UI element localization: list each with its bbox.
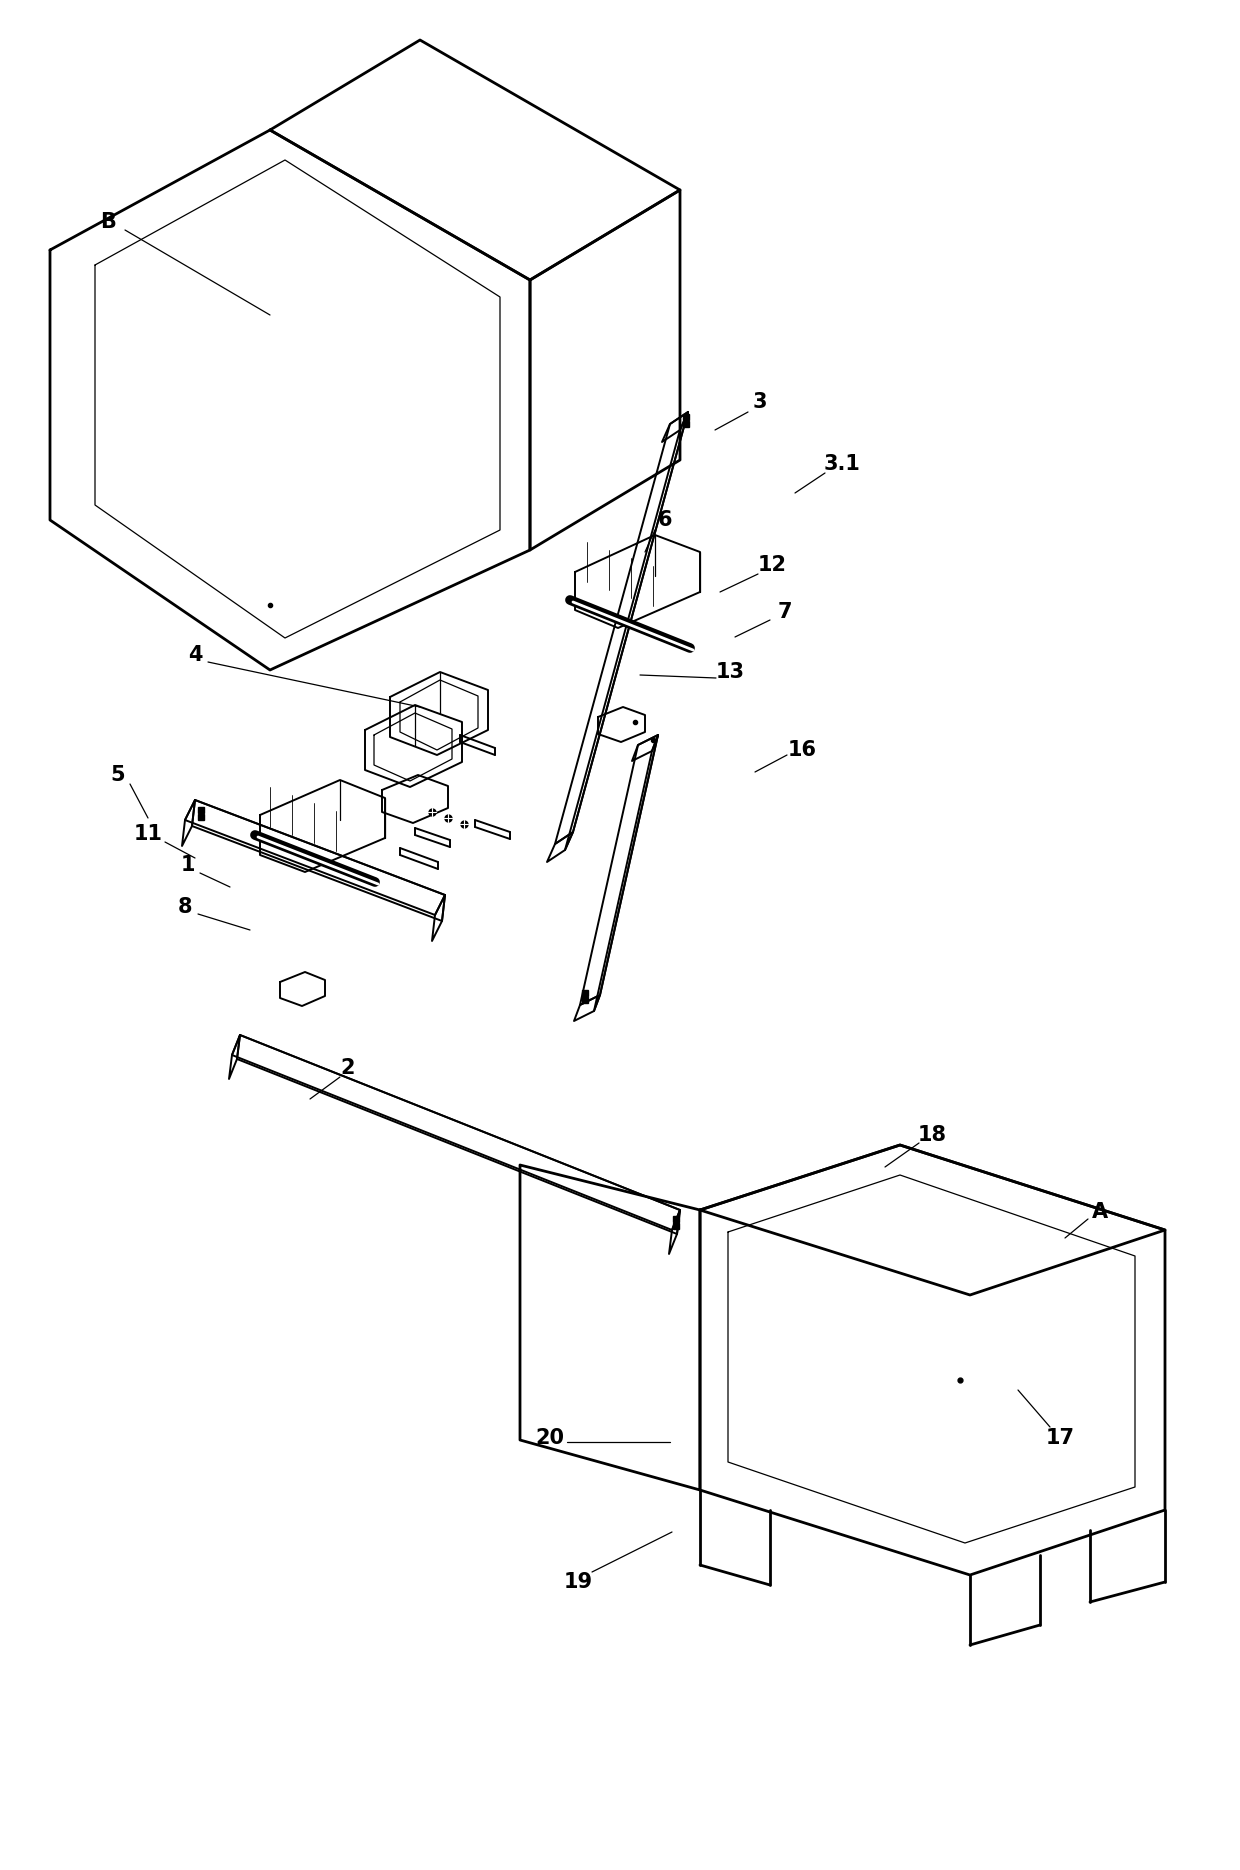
Text: 2: 2 (341, 1058, 355, 1077)
Text: 11: 11 (134, 825, 162, 843)
Text: 8: 8 (177, 898, 192, 916)
Text: 18: 18 (918, 1126, 946, 1144)
Text: B: B (100, 211, 115, 232)
Text: 7: 7 (777, 602, 792, 623)
Text: A: A (1092, 1202, 1109, 1221)
Text: 16: 16 (787, 741, 816, 759)
Text: 13: 13 (715, 662, 744, 683)
Text: 5: 5 (110, 765, 125, 785)
Text: 3: 3 (753, 393, 768, 411)
Text: 20: 20 (536, 1429, 564, 1447)
Text: 4: 4 (187, 645, 202, 666)
Text: 1: 1 (181, 855, 195, 875)
Text: 3.1: 3.1 (823, 454, 861, 473)
Text: 12: 12 (758, 555, 786, 574)
Text: 17: 17 (1045, 1429, 1075, 1447)
Text: 19: 19 (563, 1573, 593, 1591)
Text: 6: 6 (657, 511, 672, 529)
